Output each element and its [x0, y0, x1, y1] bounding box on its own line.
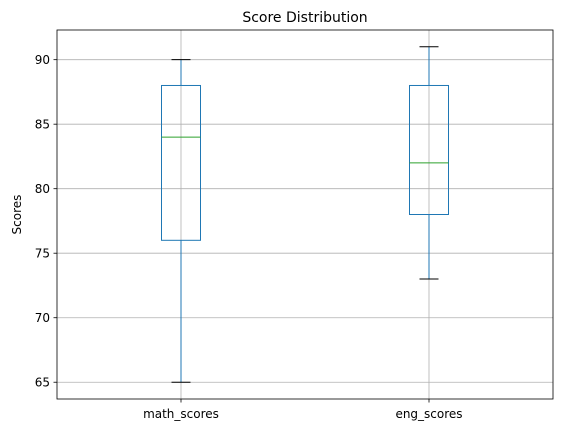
y-tick-label: 80: [35, 182, 50, 196]
x-ticks: math_scores eng_scores: [143, 399, 463, 421]
x-tick-label-eng-scores: eng_scores: [395, 407, 462, 421]
chart-title: Score Distribution: [242, 10, 367, 26]
y-tick-label: 90: [35, 53, 50, 67]
y-ticks: 65 70 75 80 85 90: [35, 53, 57, 390]
eng-scores-box: [409, 84, 449, 215]
y-tick-label: 65: [35, 376, 50, 390]
plot-frame: [56, 29, 554, 400]
math-scores-box: [161, 84, 201, 241]
y-axis-label: Scores: [10, 195, 24, 235]
y-tick-label: 75: [35, 247, 50, 261]
y-tick-label: 70: [35, 311, 50, 325]
x-tick-label-math-scores: math_scores: [143, 407, 219, 421]
boxes: [161, 46, 449, 383]
plot-area-background: [57, 30, 553, 399]
y-tick-label: 85: [35, 118, 50, 132]
grid-lines: [57, 30, 553, 399]
